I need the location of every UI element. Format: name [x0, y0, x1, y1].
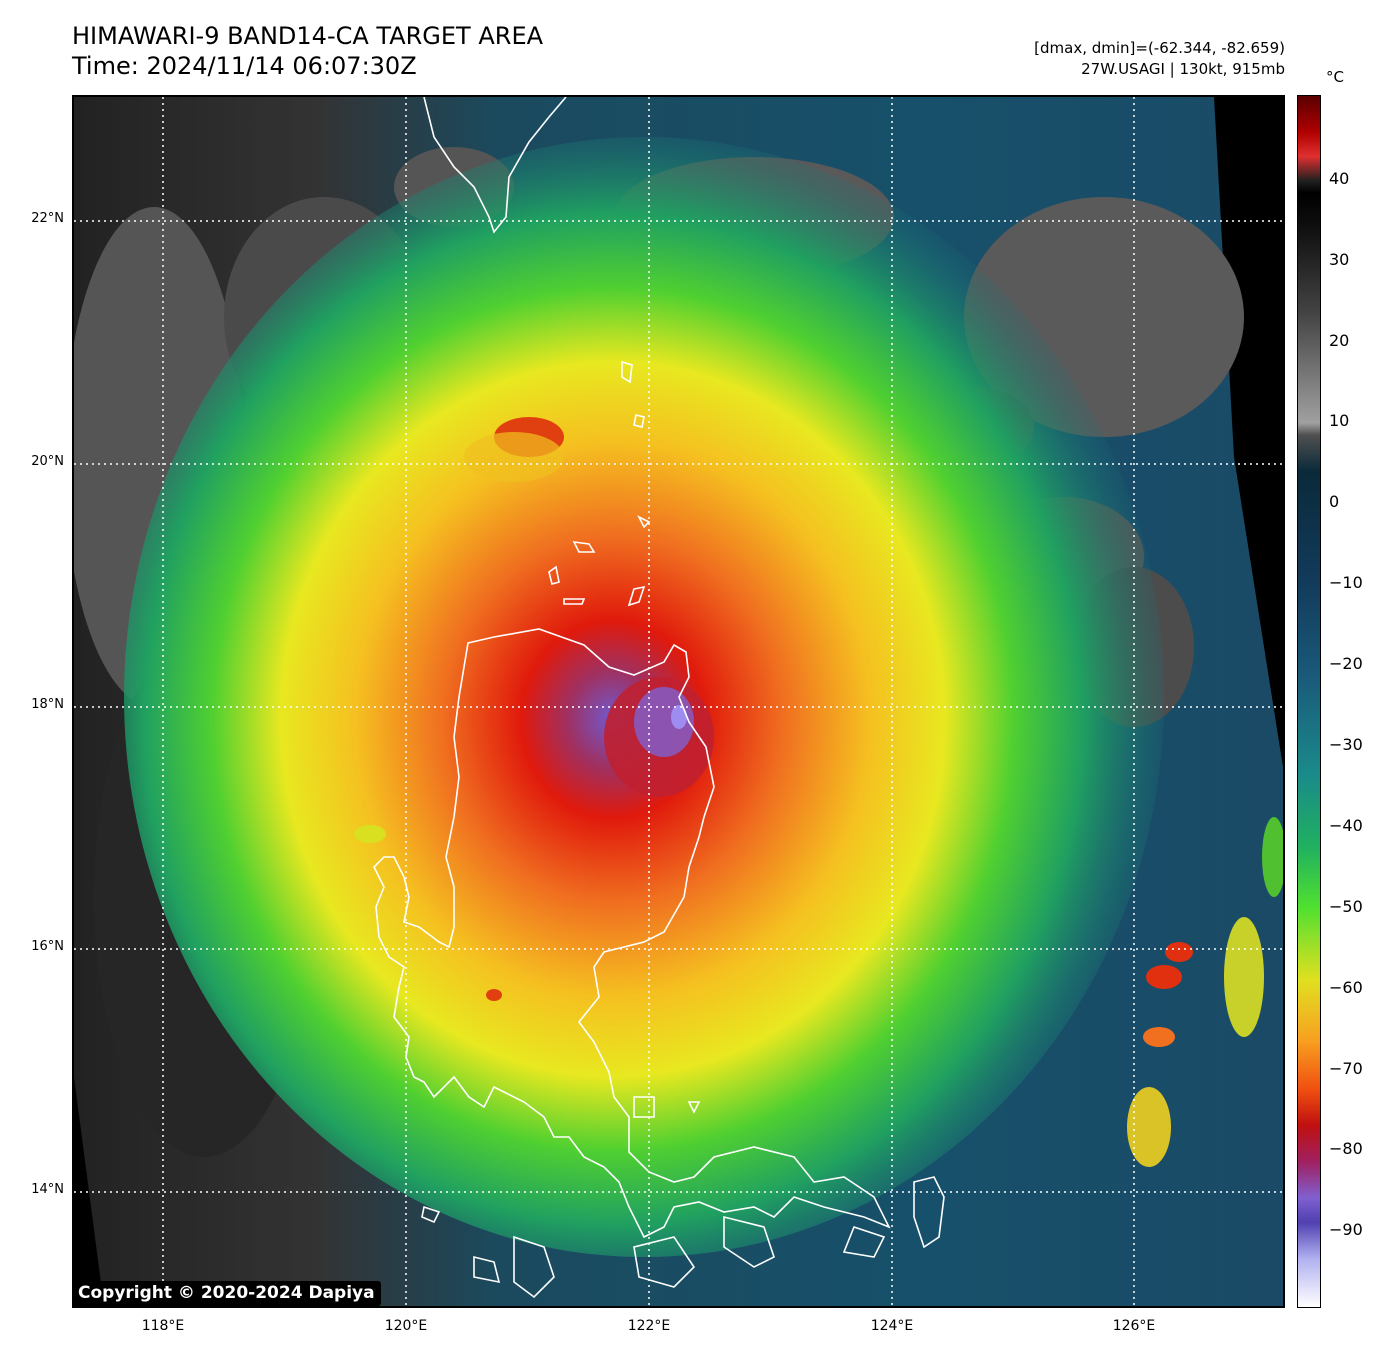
satellite-imagery	[74, 97, 1283, 1306]
colorbar-unit: °C	[1326, 68, 1344, 86]
temperature-range: [dmax, dmin]=(-62.344, -82.659)	[1034, 39, 1285, 57]
lat-label: 16°N	[31, 939, 64, 954]
lon-label: 126°E	[1112, 1318, 1156, 1334]
lon-label: 124°E	[870, 1318, 914, 1334]
colorbar-tick: −30	[1329, 735, 1363, 754]
image-time: Time: 2024/11/14 06:07:30Z	[72, 52, 417, 80]
colorbar-tick: −50	[1329, 897, 1363, 916]
lat-label: 22°N	[31, 211, 64, 226]
colorbar-tick: −70	[1329, 1059, 1363, 1078]
colorbar-tick: 40	[1329, 169, 1350, 188]
lat-label: 20°N	[31, 454, 64, 469]
coastline	[373, 97, 945, 1299]
colorbar-tick: 10	[1329, 411, 1350, 430]
image-title: HIMAWARI-9 BAND14-CA TARGET AREA	[72, 22, 544, 50]
satellite-map	[72, 95, 1285, 1308]
lon-label: 120°E	[384, 1318, 428, 1334]
colorbar	[1297, 95, 1321, 1308]
colorbar-tick: 0	[1329, 492, 1340, 511]
colorbar-tick: −90	[1329, 1220, 1363, 1239]
colorbar-tick: −40	[1329, 816, 1363, 835]
copyright-label: Copyright © 2020-2024 Dapiya	[74, 1281, 381, 1306]
colorbar-tick: 30	[1329, 250, 1350, 269]
colorbar-tick: −20	[1329, 654, 1363, 673]
colorbar-tick: −80	[1329, 1139, 1363, 1158]
colorbar-tick: −10	[1329, 573, 1363, 592]
lat-label: 14°N	[31, 1182, 64, 1197]
storm-info: 27W.USAGI | 130kt, 915mb	[1081, 60, 1285, 78]
lat-label: 18°N	[31, 697, 64, 712]
lon-label: 122°E	[627, 1318, 671, 1334]
colorbar-tick: −60	[1329, 978, 1363, 997]
lon-label: 118°E	[141, 1318, 185, 1334]
colorbar-tick: 20	[1329, 331, 1350, 350]
